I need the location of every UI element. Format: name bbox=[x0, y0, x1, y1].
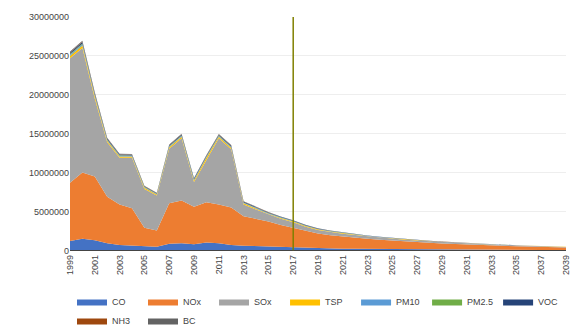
svg-text:2029: 2029 bbox=[437, 255, 447, 275]
svg-text:TSP: TSP bbox=[325, 297, 343, 307]
svg-text:0: 0 bbox=[64, 246, 69, 256]
svg-text:2009: 2009 bbox=[189, 255, 199, 275]
svg-text:25000000: 25000000 bbox=[29, 51, 69, 61]
svg-text:2015: 2015 bbox=[263, 255, 273, 275]
svg-text:2019: 2019 bbox=[313, 255, 323, 275]
svg-text:2005: 2005 bbox=[139, 255, 149, 275]
svg-text:NOx: NOx bbox=[183, 297, 202, 307]
svg-text:2021: 2021 bbox=[338, 255, 348, 275]
svg-text:30000000: 30000000 bbox=[29, 12, 69, 22]
svg-text:NH3: NH3 bbox=[112, 316, 130, 326]
svg-text:2039: 2039 bbox=[561, 255, 571, 275]
svg-text:PM2.5: PM2.5 bbox=[467, 297, 493, 307]
svg-text:2031: 2031 bbox=[462, 255, 472, 275]
svg-text:20000000: 20000000 bbox=[29, 90, 69, 100]
svg-text:2017: 2017 bbox=[288, 255, 298, 275]
svg-text:2035: 2035 bbox=[511, 255, 521, 275]
svg-text:2037: 2037 bbox=[536, 255, 546, 275]
svg-text:CO: CO bbox=[112, 297, 126, 307]
svg-text:1999: 1999 bbox=[65, 255, 75, 275]
svg-text:2011: 2011 bbox=[214, 255, 224, 274]
svg-text:2003: 2003 bbox=[115, 255, 125, 275]
svg-text:5000000: 5000000 bbox=[34, 207, 69, 217]
svg-text:15000000: 15000000 bbox=[29, 129, 69, 139]
svg-text:2007: 2007 bbox=[164, 255, 174, 275]
svg-text:VOC: VOC bbox=[538, 297, 558, 307]
svg-text:PM10: PM10 bbox=[396, 297, 420, 307]
svg-text:2023: 2023 bbox=[363, 255, 373, 275]
svg-text:2027: 2027 bbox=[412, 255, 422, 275]
svg-text:2001: 2001 bbox=[90, 255, 100, 275]
svg-text:BC: BC bbox=[183, 316, 196, 326]
svg-text:2025: 2025 bbox=[387, 255, 397, 275]
svg-text:SOx: SOx bbox=[254, 297, 272, 307]
svg-text:2013: 2013 bbox=[239, 255, 249, 275]
svg-text:2033: 2033 bbox=[487, 255, 497, 275]
svg-text:10000000: 10000000 bbox=[29, 168, 69, 178]
